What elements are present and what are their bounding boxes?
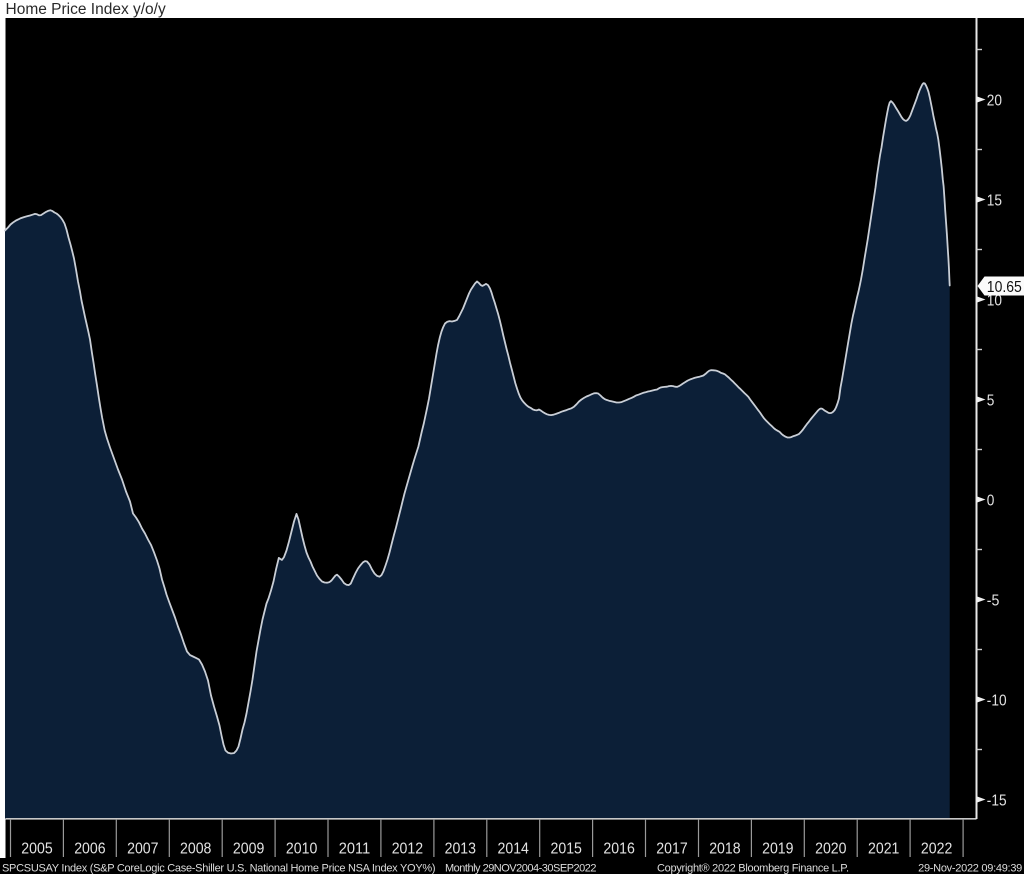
svg-text:Home Price Index y/o/y: Home Price Index y/o/y	[6, 1, 166, 18]
svg-text:2011: 2011	[339, 841, 370, 858]
svg-text:2020: 2020	[815, 841, 846, 858]
svg-text:SPCSUSAY Index (S&P CoreLogic: SPCSUSAY Index (S&P CoreLogic Case-Shill…	[2, 863, 435, 874]
svg-text:Copyright® 2022 Bloomberg Fina: Copyright® 2022 Bloomberg Finance L.P.	[657, 863, 849, 874]
svg-text:2019: 2019	[762, 841, 793, 858]
svg-text:2007: 2007	[127, 841, 158, 858]
svg-text:29-Nov-2022 09:49:39: 29-Nov-2022 09:49:39	[918, 863, 1022, 874]
svg-text:2010: 2010	[286, 841, 317, 858]
svg-text:2021: 2021	[868, 841, 899, 858]
svg-text:0: 0	[987, 492, 995, 509]
svg-text:2017: 2017	[656, 841, 687, 858]
svg-text:2013: 2013	[445, 841, 476, 858]
svg-text:-5: -5	[987, 592, 1000, 609]
svg-text:2009: 2009	[233, 841, 264, 858]
svg-text:2006: 2006	[74, 841, 105, 858]
svg-text:-15: -15	[987, 792, 1007, 809]
svg-text:10.65: 10.65	[987, 279, 1022, 296]
svg-text:2022: 2022	[921, 841, 952, 858]
svg-text:2018: 2018	[709, 841, 740, 858]
svg-text:2008: 2008	[180, 841, 211, 858]
svg-text:5: 5	[987, 392, 995, 409]
svg-text:Monthly 29NOV2004-30SEP2022: Monthly 29NOV2004-30SEP2022	[445, 863, 596, 874]
svg-text:2016: 2016	[603, 841, 634, 858]
svg-text:-10: -10	[987, 692, 1007, 709]
svg-text:2015: 2015	[551, 841, 582, 858]
svg-text:2012: 2012	[392, 841, 423, 858]
svg-text:15: 15	[987, 192, 1002, 209]
svg-text:20: 20	[987, 92, 1002, 109]
svg-text:10: 10	[987, 292, 1002, 309]
svg-text:2014: 2014	[498, 841, 529, 858]
svg-text:2005: 2005	[21, 841, 52, 858]
